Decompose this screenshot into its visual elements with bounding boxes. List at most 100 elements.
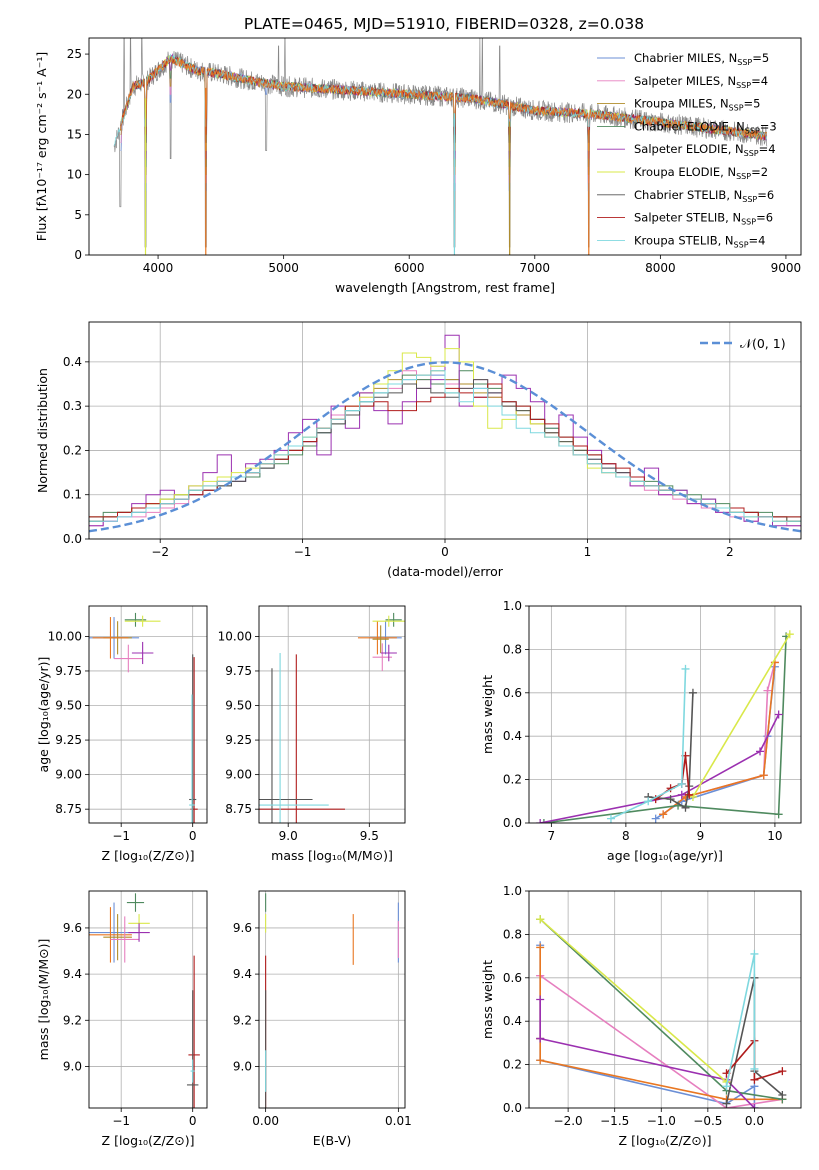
- y-axis-label: mass [log₁₀(M/M⊙)]: [36, 939, 51, 1061]
- y-tick-label: 0.6: [503, 686, 522, 700]
- y-tick-label: 9.4: [63, 967, 82, 981]
- errorbar-point: [126, 893, 145, 912]
- errorbar-point: [110, 916, 140, 963]
- y-tick-label: 9.6: [63, 921, 82, 935]
- weight-marker: [750, 1104, 759, 1108]
- y-tick-label: 10.00: [48, 629, 82, 643]
- x-tick-label: 9: [697, 829, 705, 843]
- x-tick-label: 9000: [771, 261, 802, 275]
- x-tick-label: −2: [151, 545, 169, 559]
- y-axis-label: Normed distribution: [35, 368, 50, 493]
- y-axis-label: mass weight: [480, 960, 495, 1039]
- y-tick-label: 0: [74, 248, 82, 262]
- weight-path: [725, 953, 756, 1087]
- x-tick-label: −1.0: [647, 1114, 676, 1128]
- y-tick-label: 8.75: [55, 802, 82, 816]
- axes-frame: [88, 37, 802, 256]
- x-axis-label: E(B-V): [313, 1133, 352, 1148]
- weight-path: [610, 668, 687, 820]
- axes-frame: [528, 605, 802, 824]
- weight-marker: [750, 1064, 759, 1073]
- errorbar-point: [114, 644, 143, 673]
- x-tick-label: 2: [726, 545, 734, 559]
- weight-line-kroupa-stelib: [722, 949, 759, 1091]
- x-tick-label: −2.0: [554, 1114, 583, 1128]
- weight-marker: [681, 664, 690, 673]
- weight-marker: [606, 814, 615, 823]
- errorbar-point: [124, 615, 161, 627]
- errorbar-point: [372, 615, 405, 627]
- errorbar-point: [186, 990, 199, 1108]
- y-tick-label: 0.2: [503, 1058, 522, 1072]
- x-axis-label: Z [log₁₀(Z/Z⊙)]: [619, 1133, 712, 1148]
- plot-area-residuals: [89, 322, 801, 539]
- x-tick-label: 7: [548, 829, 556, 843]
- errorbar-point: [92, 617, 129, 659]
- y-axis-label: Flux [fλ10⁻¹⁷ erg cm⁻² s⁻¹ A⁻¹]: [34, 52, 49, 241]
- y-tick-label: 0.0: [63, 532, 82, 546]
- y-tick-label: 0.0: [503, 816, 522, 830]
- weight-marker: [774, 710, 783, 719]
- y-tick-label: 0.1: [63, 488, 82, 502]
- legend-label: Chabrier MILES, NSSP=5: [634, 51, 769, 67]
- weight-marker: [677, 779, 686, 788]
- y-tick-label: 0.4: [503, 1014, 522, 1028]
- plot-area-weight_vs_Z: [529, 891, 801, 1108]
- x-tick-label: 7000: [520, 261, 551, 275]
- x-axis-label: mass [log₁₀(M/M⊙)]: [271, 848, 393, 863]
- x-tick-label: 0: [189, 829, 197, 843]
- y-tick-label: 0.6: [503, 971, 522, 985]
- errorbar-point: [188, 955, 200, 1108]
- errorbar-point: [385, 612, 402, 627]
- y-tick-label: 0.8: [503, 642, 522, 656]
- weight-marker: [681, 803, 690, 812]
- y-tick-label: 9.75: [55, 664, 82, 678]
- weight-line-kroupa-stelib: [606, 664, 690, 823]
- x-tick-label: −1: [112, 829, 130, 843]
- weight-marker: [774, 810, 783, 819]
- errorbar-point: [189, 694, 195, 823]
- x-tick-label: −1: [294, 545, 312, 559]
- x-axis-label: Z [log₁₀(Z/Z⊙)]: [102, 848, 195, 863]
- plot-area-age_vs_mass: [259, 606, 405, 823]
- weight-marker: [536, 915, 545, 924]
- errorbar-point: [259, 668, 313, 823]
- errorbar-point: [190, 1059, 195, 1083]
- axes-weight_vs_Z: −2.0 −1.5 −1.0 −0.5 0.0 0.0 0.2 0.4 0.6 0.8 1.0 Z […: [480, 884, 802, 1148]
- y-tick-label: 9.2: [63, 1013, 82, 1027]
- plot-area-mass_vs_Z: [89, 891, 207, 1108]
- y-tick-label: 0.2: [503, 773, 522, 787]
- weight-marker: [666, 795, 675, 804]
- weight-line-kroupa-elodie: [688, 630, 794, 801]
- y-tick-label: 9.75: [225, 664, 252, 678]
- weight-marker: [756, 747, 765, 756]
- legend-label: Chabrier STELIB, NSSP=6: [634, 188, 774, 204]
- x-tick-label: 9.0: [279, 829, 298, 843]
- x-axis-label: age [log₁₀(age/yr)]: [607, 848, 723, 863]
- weight-marker: [539, 819, 548, 823]
- y-tick-label: 0.4: [503, 729, 522, 743]
- x-tick-label: 10: [767, 829, 782, 843]
- y-tick-label: 9.00: [55, 768, 82, 782]
- y-tick-label: 1.0: [503, 884, 522, 898]
- weight-path: [543, 636, 787, 823]
- x-tick-label: 8: [622, 829, 630, 843]
- plot-area-spectrum: [113, 38, 768, 255]
- weight-marker: [536, 819, 545, 823]
- y-tick-label: 0.4: [63, 355, 82, 369]
- weight-path: [692, 633, 791, 798]
- weight-path: [539, 999, 755, 1108]
- model-spectrum-kroupa-stelib: [113, 53, 767, 146]
- x-tick-label: 0.01: [385, 1114, 412, 1128]
- axes-residuals: −2 −1 0 1 2 0.0 0.1 0.2 0.3 0.4 (data-model)/error…: [35, 321, 802, 579]
- plot-area-mass_vs_EBV: [259, 891, 405, 1108]
- x-tick-label: 1: [584, 545, 592, 559]
- x-tick-label: −1.5: [600, 1114, 629, 1128]
- axes-mass_vs_EBV: 0.00 0.01 9.0 9.2 9.4 9.6 E(B-V): [233, 890, 412, 1148]
- errorbar-point: [103, 914, 132, 961]
- axes-weight_vs_age: 7 8 9 10 0.0 0.2 0.4 0.6 0.8 1.0 age [log₁₀(age/yr…: [480, 599, 802, 863]
- y-tick-label: 10: [67, 168, 82, 182]
- legend-label: Salpeter STELIB, NSSP=6: [634, 211, 773, 227]
- weight-marker: [759, 771, 768, 780]
